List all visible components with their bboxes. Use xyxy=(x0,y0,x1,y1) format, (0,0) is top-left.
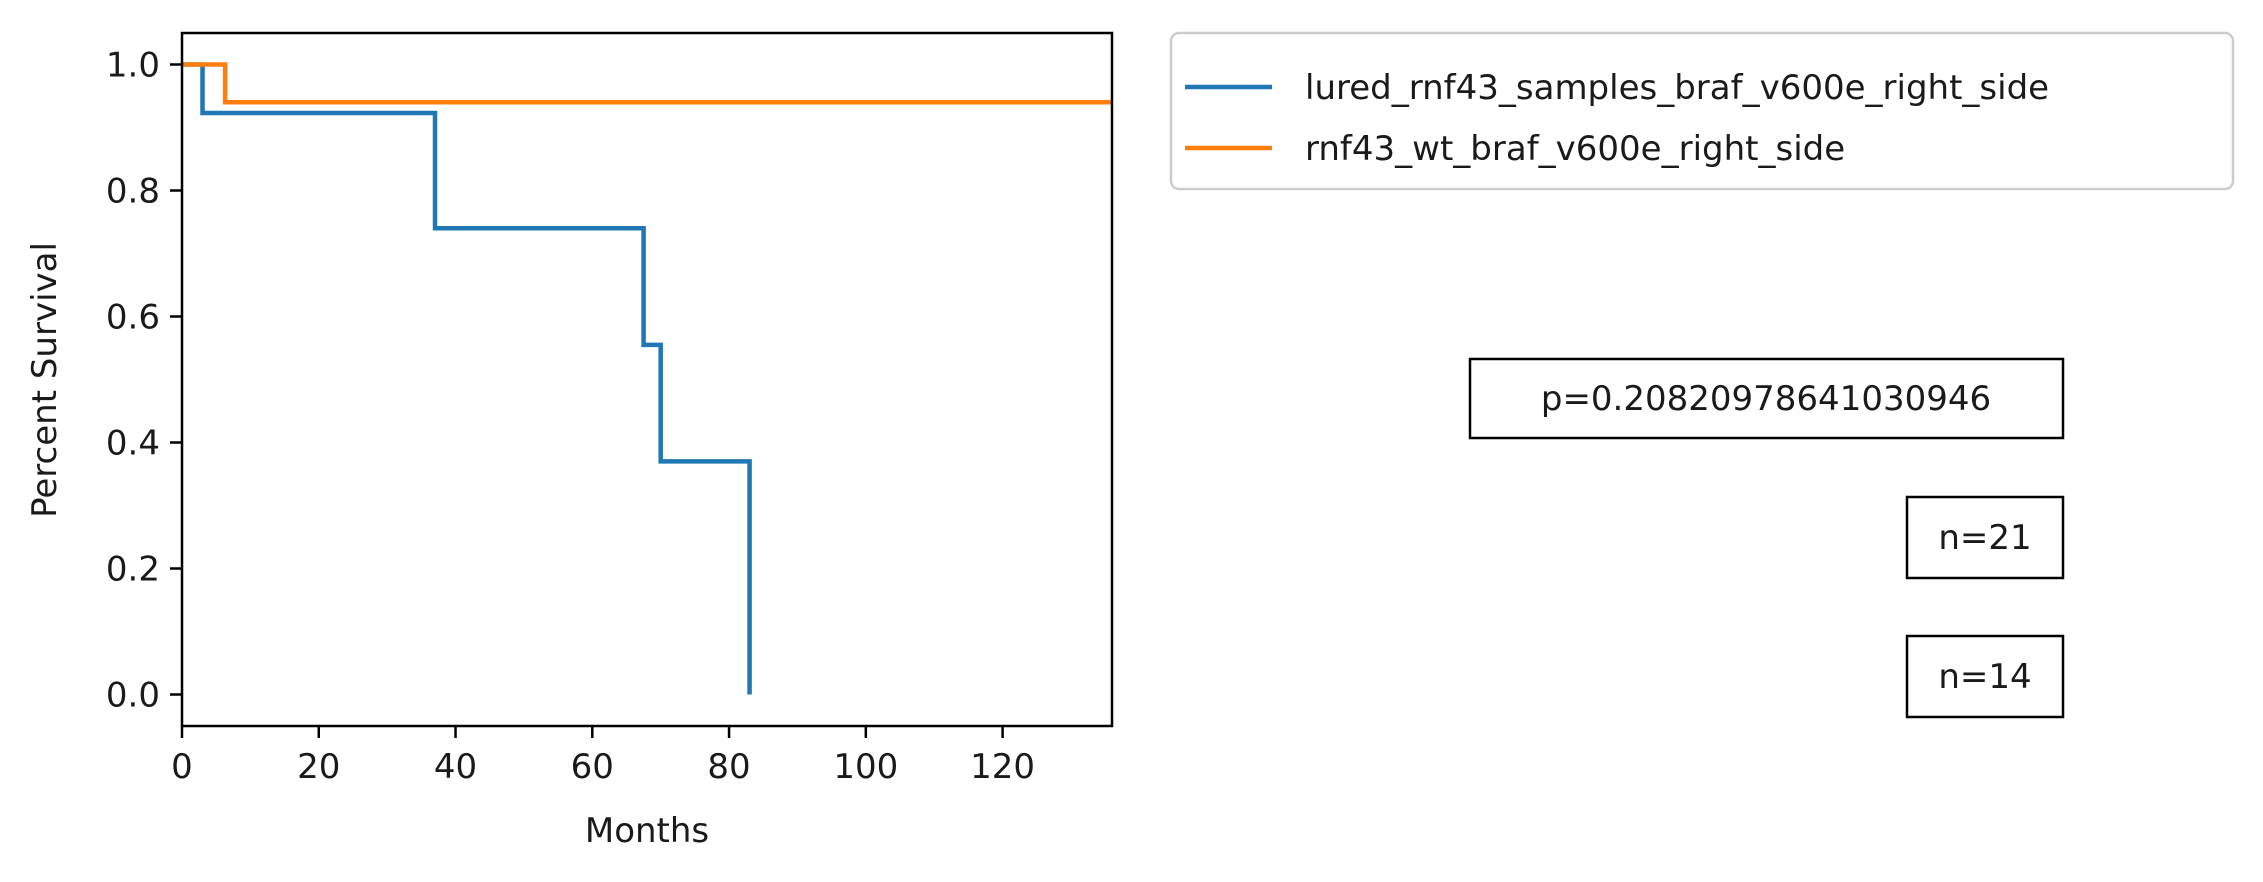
legend-label-series-1: rnf43_wt_braf_v600e_right_side xyxy=(1305,129,1845,169)
y-tick-label-0: 0.0 xyxy=(106,676,160,716)
p-value-box xyxy=(1468,357,2065,440)
x-tick-label-5: 100 xyxy=(833,747,898,787)
x-tick-label-0: 0 xyxy=(171,747,193,787)
n-14-text: n=14 xyxy=(1938,657,2031,697)
legend-box xyxy=(1169,31,2235,191)
legend: lured_rnf43_samples_braf_v600e_right_sid… xyxy=(1169,31,2235,191)
y-tick-label-3: 0.6 xyxy=(106,298,160,338)
series-line-1 xyxy=(182,62,1112,105)
x-tick-label-3: 60 xyxy=(571,747,614,787)
annotation-p-value: p=0.20820978641030946 xyxy=(1468,357,2065,440)
y-axis-label: Percent Survival xyxy=(25,242,65,518)
x-tick-label-4: 80 xyxy=(707,747,750,787)
series-line-0 xyxy=(182,62,752,695)
n-21-box xyxy=(1905,495,2065,580)
x-tick-label-1: 20 xyxy=(297,747,340,787)
x-axis-label: Months xyxy=(585,811,709,851)
x-tick-label-6: 120 xyxy=(970,747,1035,787)
x-tick-label-2: 40 xyxy=(434,747,477,787)
annotation-n-14: n=14 xyxy=(1905,634,2065,719)
y-tick-label-1: 0.2 xyxy=(106,550,160,590)
x-axis-ticks: 0 20 40 60 80 100 120 xyxy=(171,726,1035,787)
p-value-text: p=0.20820978641030946 xyxy=(1541,379,1991,419)
legend-label-series-0: lured_rnf43_samples_braf_v600e_right_sid… xyxy=(1305,68,2049,108)
y-axis-ticks: 0.0 0.2 0.4 0.6 0.8 1.0 xyxy=(106,46,182,716)
n-14-box xyxy=(1905,634,2065,719)
annotation-n-21: n=21 xyxy=(1905,495,2065,580)
n-21-text: n=21 xyxy=(1938,518,2031,558)
plot-frame xyxy=(180,31,1114,728)
y-tick-label-4: 0.8 xyxy=(106,172,160,212)
y-tick-label-5: 1.0 xyxy=(106,46,160,86)
y-tick-label-2: 0.4 xyxy=(106,424,160,464)
chart-marks xyxy=(182,62,1112,695)
